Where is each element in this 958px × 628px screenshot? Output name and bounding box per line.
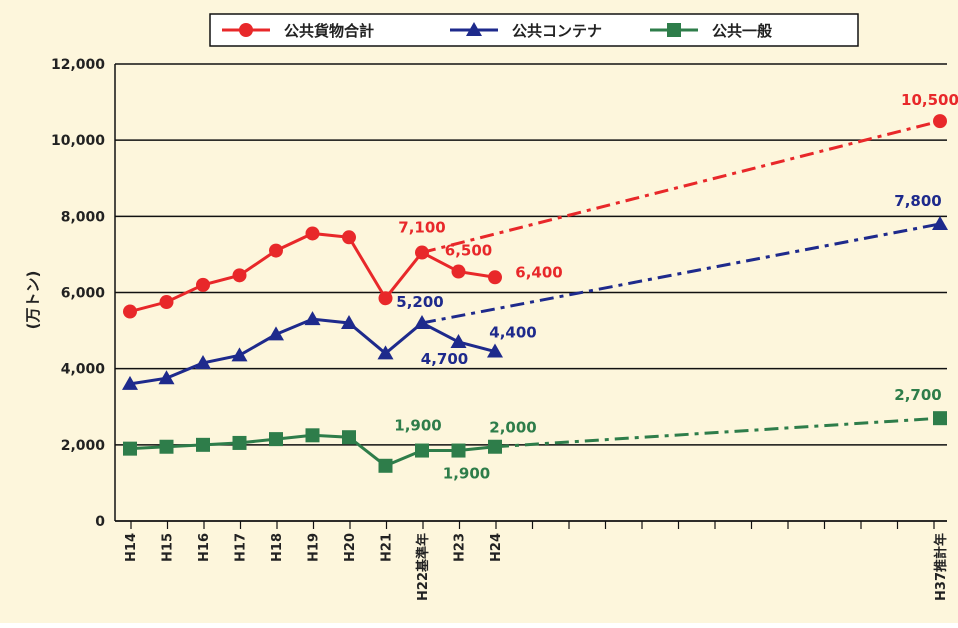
data-point xyxy=(451,443,466,458)
data-point xyxy=(269,432,283,447)
data-point xyxy=(466,22,482,36)
data-point xyxy=(195,354,211,369)
data-point xyxy=(305,226,320,241)
data-point xyxy=(450,334,467,349)
data-label: 1,900 xyxy=(394,417,441,435)
x-tick-label: H24 xyxy=(489,533,504,562)
data-point xyxy=(231,347,248,362)
series-layer xyxy=(122,114,948,473)
x-tick-label: H20 xyxy=(343,533,358,562)
data-label: 7,800 xyxy=(894,192,941,210)
data-point xyxy=(159,439,174,454)
data-label: 6,500 xyxy=(445,242,492,260)
x-tick-label: H21 xyxy=(380,533,395,562)
data-label: 1,900 xyxy=(443,465,490,483)
data-label: 6,400 xyxy=(515,263,562,281)
x-tick-label: H15 xyxy=(161,533,176,562)
data-point xyxy=(123,441,137,456)
data-point xyxy=(377,345,394,360)
data-point xyxy=(415,245,429,260)
y-tick-label: 10,000 xyxy=(51,133,105,149)
x-tick-label: H18 xyxy=(270,533,285,562)
data-point xyxy=(342,430,356,445)
legend-entry-label: 公共貨物合計 xyxy=(284,22,374,40)
legend-box xyxy=(209,13,859,47)
data-point xyxy=(933,114,947,129)
y-tick-label: 12,000 xyxy=(51,57,105,73)
data-point xyxy=(269,243,283,258)
projection-line xyxy=(421,222,941,325)
x-tick-label: H37推計年 xyxy=(933,533,949,601)
x-tick-label: H14 xyxy=(124,533,139,562)
y-axis-label: (万トン) xyxy=(24,271,42,330)
data-point xyxy=(232,435,247,450)
data-label: 7,100 xyxy=(398,219,445,237)
data-label: 4,700 xyxy=(421,350,468,368)
data-point xyxy=(196,277,210,292)
projection-line xyxy=(494,416,941,449)
y-tick-label: 2,000 xyxy=(61,438,106,454)
data-point xyxy=(239,23,253,37)
legend-entry-label: 公共コンテナ xyxy=(512,22,602,40)
y-tick-label: 4,000 xyxy=(61,362,106,378)
data-label: 10,500 xyxy=(901,91,958,109)
x-tick-label: H19 xyxy=(307,533,322,562)
data-point xyxy=(123,304,137,319)
data-point xyxy=(232,268,247,283)
y-tick-label: 6,000 xyxy=(61,286,106,302)
data-label: 2,000 xyxy=(489,419,536,437)
data-point xyxy=(341,314,357,329)
x-tick-label: H16 xyxy=(197,533,212,562)
data-point xyxy=(159,295,174,310)
data-point xyxy=(378,291,393,306)
data-point xyxy=(305,428,320,443)
data-label: 4,400 xyxy=(489,324,536,342)
data-point xyxy=(415,443,429,458)
data-point xyxy=(933,411,947,426)
data-point xyxy=(304,311,321,326)
data-point xyxy=(342,230,356,245)
series-circle xyxy=(123,114,947,319)
data-label: 5,200 xyxy=(396,293,443,311)
axis-layer: 0 2,000 4,000 6,000 8,000 10,000 12,000 H14 H15 H… xyxy=(51,57,949,601)
data-label: 2,700 xyxy=(894,386,941,404)
x-tick-label: H23 xyxy=(453,533,468,562)
data-point xyxy=(158,370,175,385)
data-point xyxy=(378,458,393,473)
x-tick-label: H17 xyxy=(234,533,249,562)
legend: 公共貨物合計 公共コンテナ 公共一般 xyxy=(209,13,859,47)
data-point xyxy=(268,326,284,341)
data-point xyxy=(667,23,681,37)
series-triangle xyxy=(122,215,948,390)
data-point xyxy=(196,437,210,452)
data-point xyxy=(488,270,502,285)
x-tick-label: H22基準年 xyxy=(415,533,431,601)
y-tick-label: 0 xyxy=(95,514,105,530)
data-point xyxy=(932,215,948,230)
data-point xyxy=(451,264,466,279)
data-point xyxy=(487,343,503,358)
series-square xyxy=(123,411,947,473)
y-tick-label: 8,000 xyxy=(61,209,106,225)
data-point xyxy=(122,375,138,390)
data-point xyxy=(414,314,430,329)
legend-entry-label: 公共一般 xyxy=(712,22,772,40)
data-point xyxy=(488,439,502,454)
